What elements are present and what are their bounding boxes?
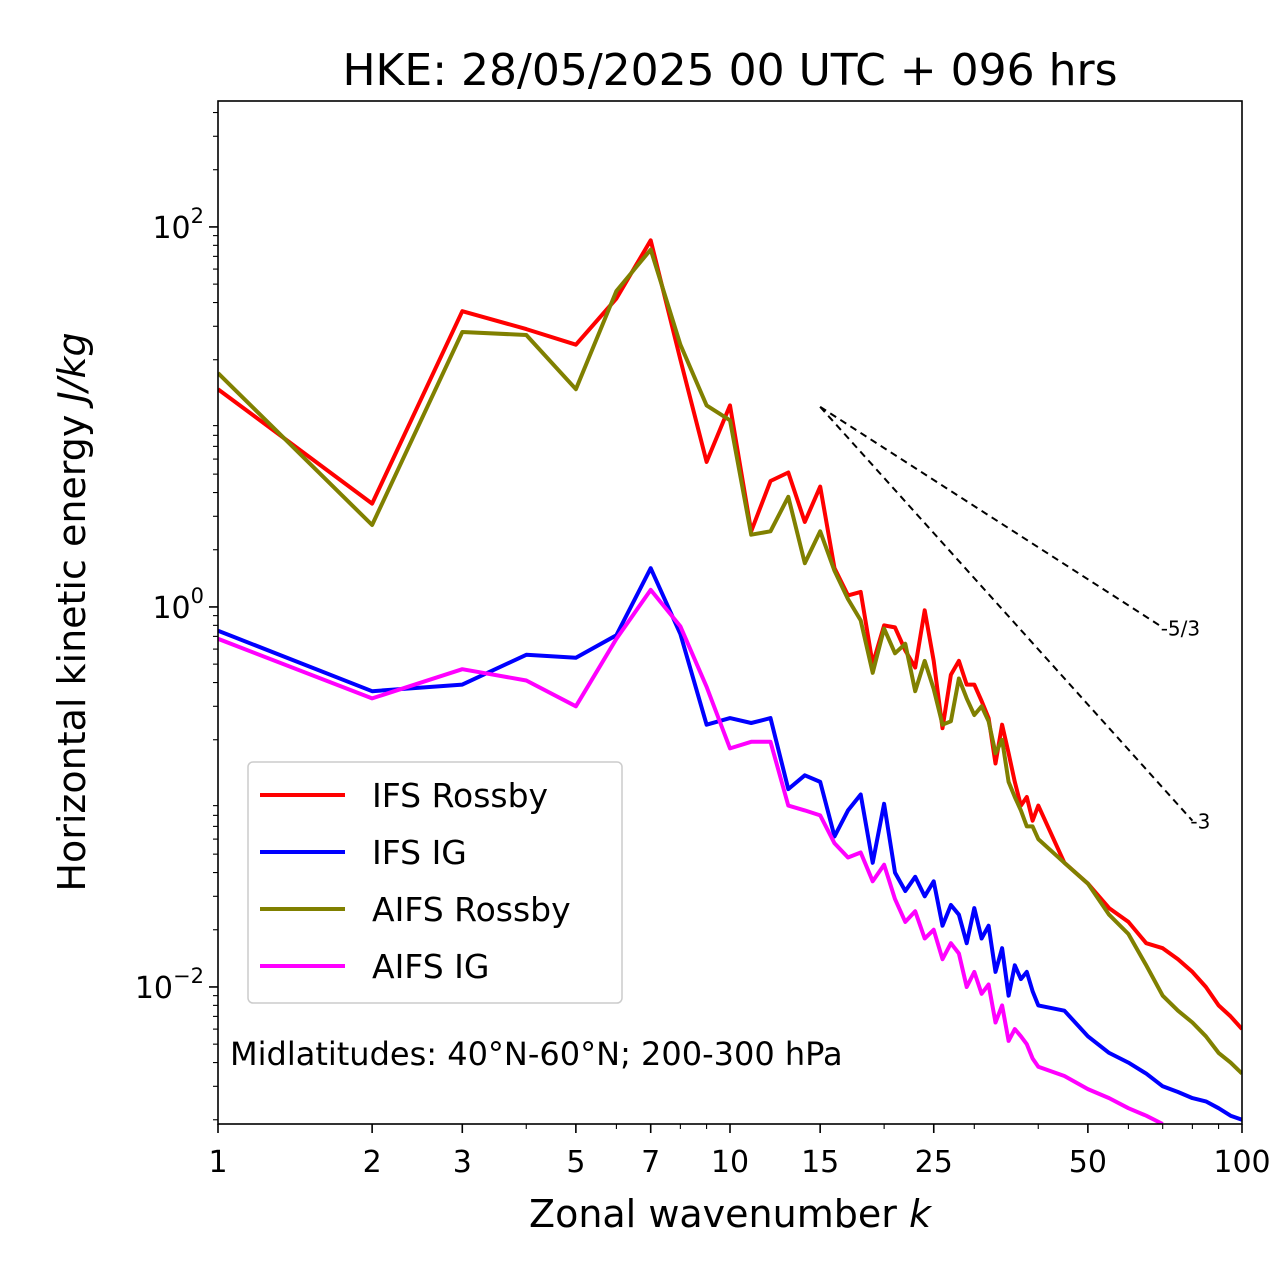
region-annotation: Midlatitudes: 40°N-60°N; 200-300 hPa: [230, 1035, 843, 1073]
legend-label: IFS IG: [372, 833, 467, 872]
x-axis-label: Zonal wavenumber k: [529, 1192, 933, 1236]
legend: IFS Rossby IFS IG AIFS Rossby AIFS IG: [247, 761, 623, 1004]
x-tick-label: 15: [801, 1145, 839, 1180]
series-line-ifs-rossby: [218, 238, 1242, 1031]
series-layer: [218, 238, 1242, 1124]
legend-items: IFS Rossby IFS IG AIFS Rossby AIFS IG: [260, 776, 571, 986]
chart-title: HKE: 28/05/2025 00 UTC + 096 hrs: [342, 45, 1117, 96]
x-axis-label-variable: k: [909, 1192, 933, 1236]
y-axis-label: Horizontal kinetic energy J/kg: [50, 332, 94, 891]
x-tick-label: 5: [566, 1145, 585, 1180]
reference-slope-label-2: -3: [1190, 810, 1210, 834]
plot-area: -5/3 -3 1 2 3 5 7 10 15 25 50 100 102 100 10−2: [135, 100, 1271, 1180]
reference-slope-line-2: [819, 406, 1194, 822]
legend-box: [247, 761, 623, 1004]
x-tick-label: 2: [363, 1145, 382, 1180]
x-tick-label: 7: [641, 1145, 660, 1180]
reference-slope-label-1: -5/3: [1161, 616, 1200, 640]
reference-slopes: -5/3 -3: [819, 406, 1210, 834]
y-tick-label: 102: [152, 204, 204, 246]
reference-slope-line-1: [819, 406, 1164, 629]
y-axis-label-text: Horizontal kinetic energy: [50, 403, 94, 892]
y-tick-label: 100: [152, 584, 204, 626]
legend-label: IFS Rossby: [372, 776, 548, 815]
legend-label: AIFS IG: [372, 947, 489, 986]
series-line-aifs-ig: [218, 587, 1164, 1124]
legend-label: AIFS Rossby: [372, 890, 571, 929]
series-line-aifs-rossby: [218, 247, 1242, 1076]
y-axis-label-unit: J/kg: [50, 332, 94, 409]
axis-ticks: 1 2 3 5 7 10 15 25 50 100 102 100 10−2: [135, 111, 1271, 1180]
x-tick-label: 10: [711, 1145, 749, 1180]
x-tick-label: 1: [208, 1145, 227, 1180]
x-tick-label: 100: [1213, 1145, 1270, 1180]
x-tick-label: 3: [453, 1145, 472, 1180]
x-tick-label: 25: [915, 1145, 953, 1180]
x-tick-label: 50: [1069, 1145, 1107, 1180]
y-tick-label: 10−2: [135, 964, 204, 1006]
x-axis-label-text: Zonal wavenumber: [529, 1192, 909, 1236]
